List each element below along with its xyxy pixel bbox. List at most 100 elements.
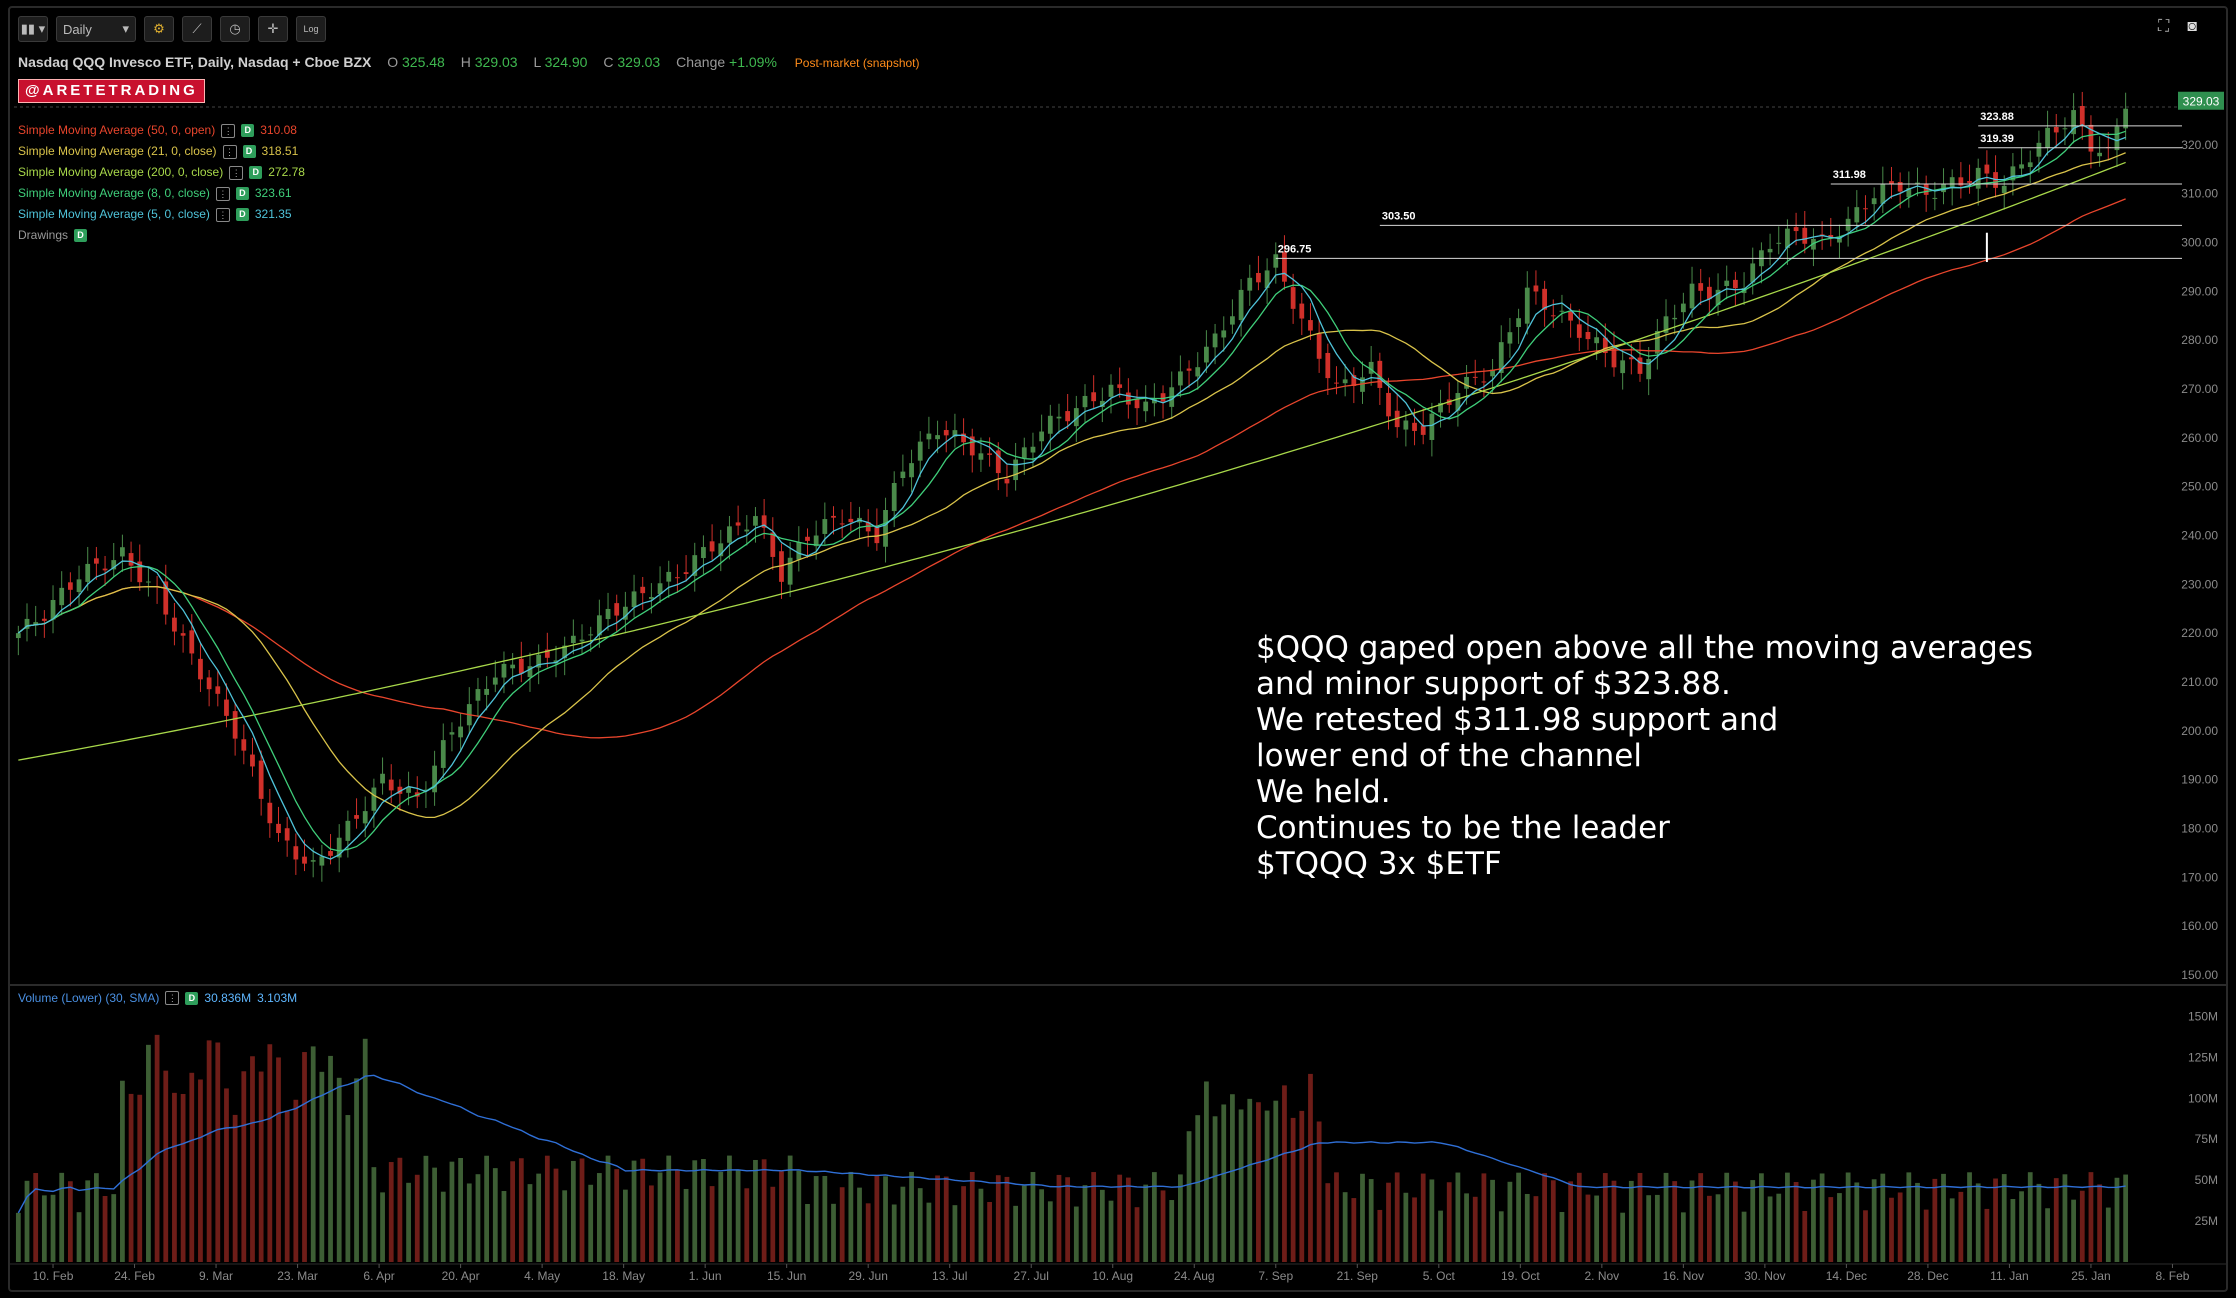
volume-bar [1342, 1192, 1348, 1262]
candle-body [1550, 315, 1556, 317]
volume-tick-label: 125M [2188, 1050, 2218, 1064]
candle-body [319, 856, 325, 866]
volume-bar [1481, 1173, 1487, 1262]
drawings-row[interactable]: Drawings D [18, 225, 305, 246]
volume-menu-icon[interactable]: ⋮ [165, 991, 180, 1005]
candle-body [102, 568, 108, 571]
candle-body [805, 536, 810, 541]
candle-body [302, 856, 307, 864]
price-tick-label: 300.00 [2181, 236, 2218, 250]
candle-body [839, 523, 845, 525]
candle-body [1889, 181, 1894, 185]
volume-bar [1160, 1190, 1166, 1262]
candle-body [180, 633, 186, 636]
volume-bar [267, 1044, 273, 1262]
volume-bar [15, 1212, 21, 1262]
volume-bar [1151, 1172, 1157, 1262]
candle-body [1923, 183, 1929, 195]
volume-bar [1186, 1131, 1192, 1262]
volume-bar [848, 1171, 854, 1262]
volume-bar [1984, 1208, 1990, 1262]
study-menu-icon[interactable]: ⋮ [222, 144, 237, 159]
candle-body [423, 789, 429, 791]
volume-bar [1646, 1195, 1652, 1262]
volume-bar [701, 1159, 706, 1262]
candle-body [1143, 401, 1149, 412]
volume-bar [1368, 1179, 1374, 1262]
study-label: Simple Moving Average (21, 0, close) [18, 144, 217, 158]
candle-body [1065, 411, 1071, 422]
volume-bar [1993, 1178, 1998, 1262]
candle-body [1654, 331, 1660, 354]
study-sma-200[interactable]: Simple Moving Average (200, 0, close) ⋮ … [18, 162, 305, 183]
volume-bar [1073, 1206, 1079, 1262]
drawing-tool-button[interactable]: ⟋ [182, 16, 212, 42]
study-sma-21[interactable]: Simple Moving Average (21, 0, close) ⋮ D… [18, 141, 305, 162]
candle-body [2071, 110, 2076, 135]
chart-style-button[interactable]: ▮▮ ▾ [18, 16, 48, 42]
volume-bar [666, 1155, 672, 1262]
volume-bar [1880, 1173, 1886, 1262]
volume-tick-label: 50M [2195, 1173, 2218, 1187]
volume-bar [380, 1192, 385, 1262]
x-tick-label: 4. May [524, 1269, 560, 1283]
candle-body [484, 688, 490, 695]
study-label: Simple Moving Average (50, 0, open) [18, 123, 216, 137]
volume-tick-label: 100M [2188, 1091, 2218, 1105]
x-tick-label: 29. Jun [849, 1269, 888, 1283]
study-menu-icon[interactable]: ⋮ [229, 165, 244, 180]
candle-body [900, 471, 906, 479]
study-menu-icon[interactable]: ⋮ [221, 123, 236, 138]
log-scale-button[interactable]: Log [296, 16, 326, 42]
fullscreen-icon[interactable]: ⛶ [2158, 18, 2170, 35]
candle-body [536, 654, 542, 668]
volume-legend[interactable]: Volume (Lower) (30, SMA) ⋮ D 30.836M 3.1… [18, 991, 297, 1005]
volume-bar [59, 1172, 65, 1262]
candle-body [1420, 425, 1426, 435]
candle-body [241, 739, 247, 751]
volume-bar [1568, 1181, 1574, 1262]
study-menu-icon[interactable]: ⋮ [215, 207, 230, 222]
volume-bar [1837, 1193, 1842, 1262]
volume-bar [1776, 1193, 1782, 1262]
candle-body [995, 450, 1001, 474]
settings-button[interactable]: ⚙ [144, 16, 174, 42]
volume-bar [475, 1174, 481, 1262]
crosshair-button[interactable]: ✛ [258, 16, 288, 42]
candle-body [883, 510, 888, 547]
candle-body [371, 787, 377, 811]
volume-bar [388, 1162, 394, 1262]
timeframe-select[interactable]: Daily ▾ [56, 16, 136, 42]
candle-body [328, 851, 333, 856]
candle-body [813, 535, 819, 547]
candle-body [527, 666, 533, 678]
study-sma-50[interactable]: Simple Moving Average (50, 0, open) ⋮ D … [18, 120, 305, 141]
study-sma-5[interactable]: Simple Moving Average (5, 0, close) ⋮ D … [18, 204, 305, 225]
volume-bar [683, 1188, 689, 1262]
candle-body [787, 557, 793, 585]
candle-body [1880, 183, 1886, 204]
study-sma-8[interactable]: Simple Moving Average (8, 0, close) ⋮ D … [18, 183, 305, 204]
volume-bar [926, 1202, 932, 1262]
clock-button[interactable]: ◷ [220, 16, 250, 42]
study-menu-icon[interactable]: ⋮ [215, 186, 230, 201]
volume-bar [423, 1155, 429, 1262]
x-tick-label: 27. Jul [1014, 1269, 1049, 1283]
volume-bar [2053, 1178, 2059, 1262]
low-label: L [533, 54, 541, 70]
toolbar-right: ⛶ ◙ [2158, 18, 2197, 36]
volume-bar [1524, 1193, 1530, 1262]
change-value: +1.09% [729, 54, 777, 70]
volume-bar [753, 1159, 758, 1262]
volume-bar [371, 1167, 377, 1262]
x-tick-label: 6. Apr [363, 1269, 394, 1283]
candle-body [1438, 402, 1443, 413]
volume-bar [276, 1057, 281, 1262]
volume-bar [85, 1180, 91, 1262]
volume-bar [1680, 1212, 1686, 1262]
volume-bar [432, 1167, 437, 1262]
candle-body [128, 553, 134, 566]
candle-body [952, 430, 958, 437]
camera-icon[interactable]: ◙ [2187, 18, 2197, 35]
